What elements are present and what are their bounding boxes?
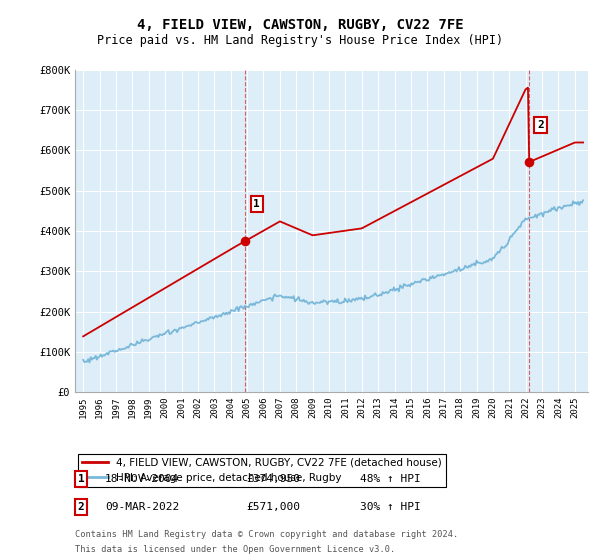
Text: Contains HM Land Registry data © Crown copyright and database right 2024.: Contains HM Land Registry data © Crown c…	[75, 530, 458, 539]
Text: 1: 1	[253, 199, 260, 209]
Point	[524, 158, 533, 167]
Text: Price paid vs. HM Land Registry's House Price Index (HPI): Price paid vs. HM Land Registry's House …	[97, 34, 503, 46]
Text: This data is licensed under the Open Government Licence v3.0.: This data is licensed under the Open Gov…	[75, 545, 395, 554]
Text: 48% ↑ HPI: 48% ↑ HPI	[360, 474, 421, 484]
Text: 1: 1	[77, 474, 85, 484]
Point	[241, 237, 250, 246]
Text: 30% ↑ HPI: 30% ↑ HPI	[360, 502, 421, 512]
Text: £374,950: £374,950	[246, 474, 300, 484]
Text: 18-NOV-2004: 18-NOV-2004	[105, 474, 179, 484]
Legend: 4, FIELD VIEW, CAWSTON, RUGBY, CV22 7FE (detached house), HPI: Average price, de: 4, FIELD VIEW, CAWSTON, RUGBY, CV22 7FE …	[77, 454, 446, 487]
Text: £571,000: £571,000	[246, 502, 300, 512]
Text: 4, FIELD VIEW, CAWSTON, RUGBY, CV22 7FE: 4, FIELD VIEW, CAWSTON, RUGBY, CV22 7FE	[137, 18, 463, 32]
Text: 2: 2	[537, 120, 544, 130]
Text: 09-MAR-2022: 09-MAR-2022	[105, 502, 179, 512]
Text: 2: 2	[77, 502, 85, 512]
